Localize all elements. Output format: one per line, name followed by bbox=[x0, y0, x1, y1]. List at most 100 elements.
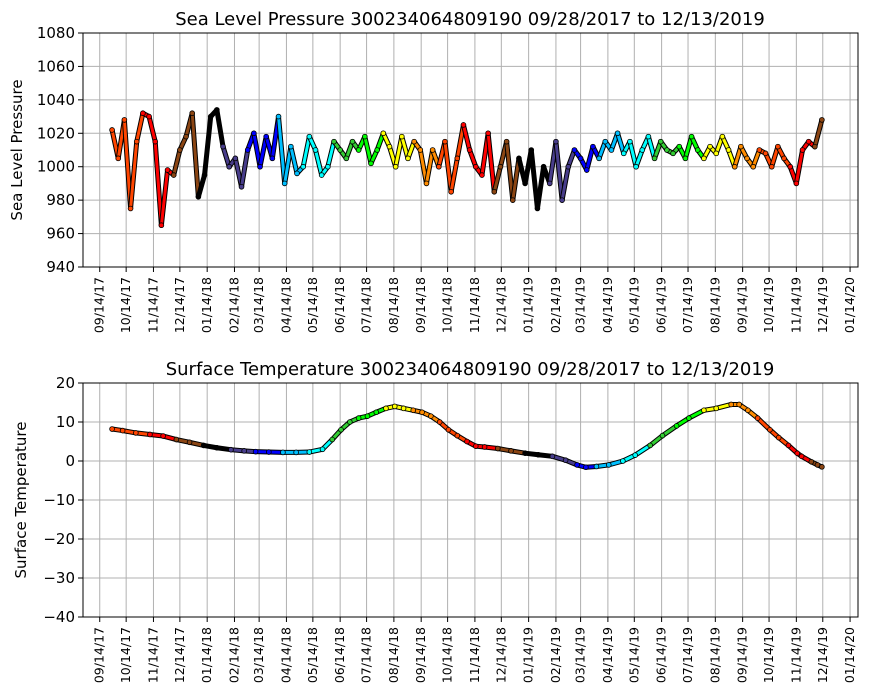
pressure-ticks: 940 960 980 1000 1020 1040 1060 1080 09/14/17 10/… bbox=[37, 24, 857, 333]
temperature-data-point bbox=[173, 436, 180, 443]
pressure-data-point bbox=[368, 160, 374, 167]
pressure-segment bbox=[314, 148, 324, 177]
pressure-chart-title: Sea Level Pressure 300234064809190 09/28… bbox=[175, 9, 765, 30]
pressure-data-point bbox=[152, 138, 159, 145]
pressure-data-point bbox=[386, 143, 393, 150]
temperature-data-point bbox=[228, 446, 234, 453]
pressure-data-point bbox=[701, 155, 707, 162]
pressure-x-tick-label: 06/14/18 bbox=[332, 277, 347, 333]
pressure-segment bbox=[813, 118, 824, 149]
temperature-data-point bbox=[391, 403, 398, 410]
pressure-data-point bbox=[509, 197, 516, 203]
temperature-data-point bbox=[713, 405, 720, 412]
pressure-x-tick-label: 01/14/18 bbox=[199, 277, 214, 333]
pressure-data-point bbox=[719, 133, 726, 140]
pressure-y-tick-label: 980 bbox=[46, 191, 75, 209]
pressure-data-point bbox=[497, 163, 504, 170]
pressure-data-point bbox=[577, 155, 584, 162]
pressure-segment bbox=[129, 140, 139, 210]
pressure-data-point bbox=[516, 155, 522, 162]
pressure-x-tick-label: 04/14/19 bbox=[600, 277, 615, 333]
pressure-data-point bbox=[405, 155, 411, 162]
pressure-data-point bbox=[207, 113, 214, 120]
pressure-data-point bbox=[793, 180, 800, 187]
temperature-data-point bbox=[754, 415, 761, 421]
pressure-data-point bbox=[460, 122, 467, 128]
temperature-segment bbox=[756, 416, 772, 432]
temperature-data-point bbox=[819, 464, 825, 470]
pressure-data-point bbox=[590, 143, 596, 150]
pressure-segment bbox=[159, 168, 170, 227]
pressure-y-tick-label: 1040 bbox=[37, 91, 75, 109]
pressure-x-tick-label: 10/14/17 bbox=[118, 277, 133, 333]
pressure-data-point bbox=[435, 163, 442, 170]
pressure-data-point bbox=[571, 147, 578, 153]
temperature-x-tick-label: 05/14/19 bbox=[626, 627, 641, 683]
temperature-x-tick-label: 01/14/20 bbox=[842, 627, 857, 683]
pressure-data-point bbox=[633, 163, 639, 170]
pressure-data-point bbox=[725, 147, 732, 153]
pressure-data-point bbox=[466, 147, 473, 153]
temperature-data-point bbox=[701, 407, 707, 414]
pressure-data-point bbox=[670, 150, 676, 157]
pressure-data-point bbox=[115, 155, 122, 162]
pressure-data-point bbox=[337, 147, 343, 153]
temperature-data-point bbox=[481, 444, 488, 450]
pressure-data-point bbox=[731, 163, 738, 170]
pressure-x-tick-label: 08/14/19 bbox=[707, 277, 722, 333]
pressure-marks bbox=[109, 107, 825, 229]
pressure-data-point bbox=[238, 183, 245, 190]
pressure-data-point bbox=[183, 133, 189, 140]
temperature-data-point bbox=[338, 426, 344, 433]
pressure-data-point bbox=[688, 133, 695, 140]
pressure-x-tick-label: 09/14/18 bbox=[413, 277, 428, 333]
pressure-data-point bbox=[756, 147, 763, 153]
pressure-data-point bbox=[750, 163, 756, 170]
temperature-x-tick-label: 11/14/17 bbox=[145, 627, 160, 683]
temperature-data-point bbox=[620, 458, 626, 464]
temperature-data-point bbox=[133, 430, 139, 436]
temperature-data-point bbox=[329, 436, 336, 443]
temperature-data-point bbox=[775, 434, 782, 441]
temperature-data-point bbox=[593, 463, 600, 470]
pressure-data-point bbox=[565, 163, 572, 170]
temperature-x-tick-label: 06/14/18 bbox=[332, 627, 347, 683]
pressure-data-point bbox=[251, 130, 257, 137]
pressure-segment bbox=[277, 115, 287, 185]
temperature-segment bbox=[633, 443, 652, 457]
pressure-x-tick-label: 02/14/19 bbox=[548, 277, 563, 333]
pressure-data-point bbox=[244, 147, 251, 153]
pressure-x-tick-label: 12/14/19 bbox=[815, 277, 830, 333]
pressure-segment bbox=[363, 135, 373, 165]
pressure-data-point bbox=[522, 180, 528, 187]
pressure-data-point bbox=[300, 163, 306, 170]
pressure-data-point bbox=[442, 138, 448, 145]
pressure-y-axis-label: Sea Level Pressure bbox=[8, 79, 26, 220]
temperature-x-tick-label: 03/14/19 bbox=[573, 627, 588, 683]
temperature-ticks: −40 −30 −20 −10 0 10 20 09/14/17 10/14/17 11/14/1… bbox=[43, 374, 857, 683]
pressure-x-tick-label: 05/14/19 bbox=[626, 277, 641, 333]
pressure-segment bbox=[221, 145, 231, 169]
temperature-data-point bbox=[319, 446, 326, 453]
pressure-data-point bbox=[177, 147, 183, 153]
pressure-segment bbox=[190, 111, 200, 199]
pressure-data-point bbox=[787, 163, 793, 170]
temperature-x-tick-label: 09/14/17 bbox=[92, 627, 107, 683]
temperature-data-point bbox=[119, 427, 126, 434]
pressure-x-tick-label: 10/14/19 bbox=[761, 277, 776, 333]
pressure-data-point bbox=[220, 143, 226, 150]
temperature-data-point bbox=[785, 442, 792, 449]
pressure-segment bbox=[326, 140, 336, 169]
temperature-x-tick-label: 12/14/17 bbox=[172, 627, 187, 683]
pressure-data-point bbox=[805, 138, 812, 145]
temperature-data-point bbox=[508, 448, 514, 454]
pressure-segment bbox=[147, 115, 157, 144]
temperature-data-point bbox=[659, 432, 666, 439]
pressure-data-point bbox=[164, 167, 171, 173]
pressure-x-tick-label: 10/14/18 bbox=[440, 277, 455, 333]
pressure-data-point bbox=[534, 205, 541, 212]
pressure-data-point bbox=[170, 172, 177, 178]
pressure-data-point bbox=[768, 163, 775, 170]
pressure-x-tick-label: 05/14/18 bbox=[305, 277, 320, 333]
temperature-data-point bbox=[562, 457, 569, 464]
